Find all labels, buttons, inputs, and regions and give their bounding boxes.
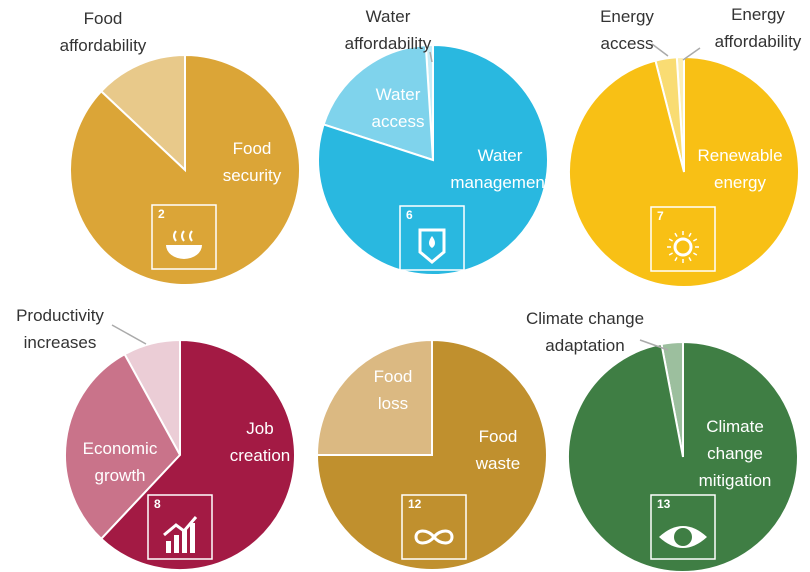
icon xyxy=(173,230,193,242)
goal-number: 13 xyxy=(657,497,671,511)
icon xyxy=(182,529,187,553)
slice-label: Water management xyxy=(450,146,550,192)
icon xyxy=(163,516,198,537)
pie: Water affordability Water access Water manage… xyxy=(317,7,550,276)
slice-label: Economic growth xyxy=(83,439,158,485)
goal-number: 12 xyxy=(408,497,422,511)
icon xyxy=(668,252,673,256)
pie-slice xyxy=(64,352,182,541)
pie: Productivity increases Economic growth Job cr… xyxy=(16,306,296,571)
pie: Energy affordability Energy access Renewable… xyxy=(568,5,802,288)
pie-slice xyxy=(315,338,433,456)
goal-number: 7 xyxy=(657,209,664,223)
icon xyxy=(190,523,195,553)
icon xyxy=(429,236,435,248)
goal-icon-box xyxy=(650,206,716,272)
slice-label: Food waste xyxy=(475,427,520,473)
slice-label: Energy affordability xyxy=(715,5,802,51)
icon xyxy=(688,257,692,262)
leader-line xyxy=(682,47,701,61)
pie-slice xyxy=(322,44,435,162)
icon xyxy=(674,528,692,546)
pie-slice xyxy=(567,340,799,572)
goal-number: 2 xyxy=(158,207,165,221)
slice-label: Water affordability xyxy=(345,7,432,53)
leader-line xyxy=(639,339,669,351)
goal-number: 6 xyxy=(406,208,413,222)
leader-line xyxy=(429,51,433,63)
slice-label: Productivity increases xyxy=(16,306,104,352)
slice-label: Job creation xyxy=(230,419,290,465)
slice-label: Water access xyxy=(372,85,425,131)
icon xyxy=(674,232,678,237)
pie-slice xyxy=(99,53,186,173)
icon xyxy=(418,228,446,264)
icon xyxy=(688,232,692,237)
pie-slice xyxy=(69,53,301,286)
leader-line xyxy=(651,43,669,57)
slice-label: Food affordability xyxy=(60,9,147,55)
goal-icon-box xyxy=(399,205,465,271)
goal-number: 8 xyxy=(154,497,161,511)
slice-label: Climate change mitigation xyxy=(699,417,772,490)
slice-label: Food loss xyxy=(374,367,413,413)
slice-label: Climate change adaptation xyxy=(526,309,644,355)
icon xyxy=(693,252,698,256)
icon xyxy=(414,529,454,545)
slice-label: Energy access xyxy=(600,7,654,53)
icon xyxy=(693,238,698,242)
pie-slice xyxy=(568,55,800,288)
pie-slice xyxy=(315,338,548,571)
icon xyxy=(674,257,678,262)
pie: Climate change adaptation Climate change mit… xyxy=(526,309,799,572)
pie: Food loss Food waste 12 xyxy=(315,338,548,571)
goal-icon-box xyxy=(147,494,213,560)
icon xyxy=(166,541,171,553)
icon xyxy=(668,238,673,242)
pie-slice xyxy=(99,338,296,571)
goal-icon-box xyxy=(650,494,716,560)
slice-label: Food security xyxy=(223,139,282,185)
slice-label: Renewable energy xyxy=(697,146,782,192)
icon xyxy=(673,237,693,257)
icon xyxy=(174,535,179,553)
pie: Food affordability Food security 2 xyxy=(60,9,301,286)
leader-line xyxy=(111,324,147,345)
goal-icon-box xyxy=(151,204,217,270)
goal-icon-box xyxy=(401,494,467,560)
pie-slice xyxy=(317,43,549,276)
icon xyxy=(166,245,202,259)
